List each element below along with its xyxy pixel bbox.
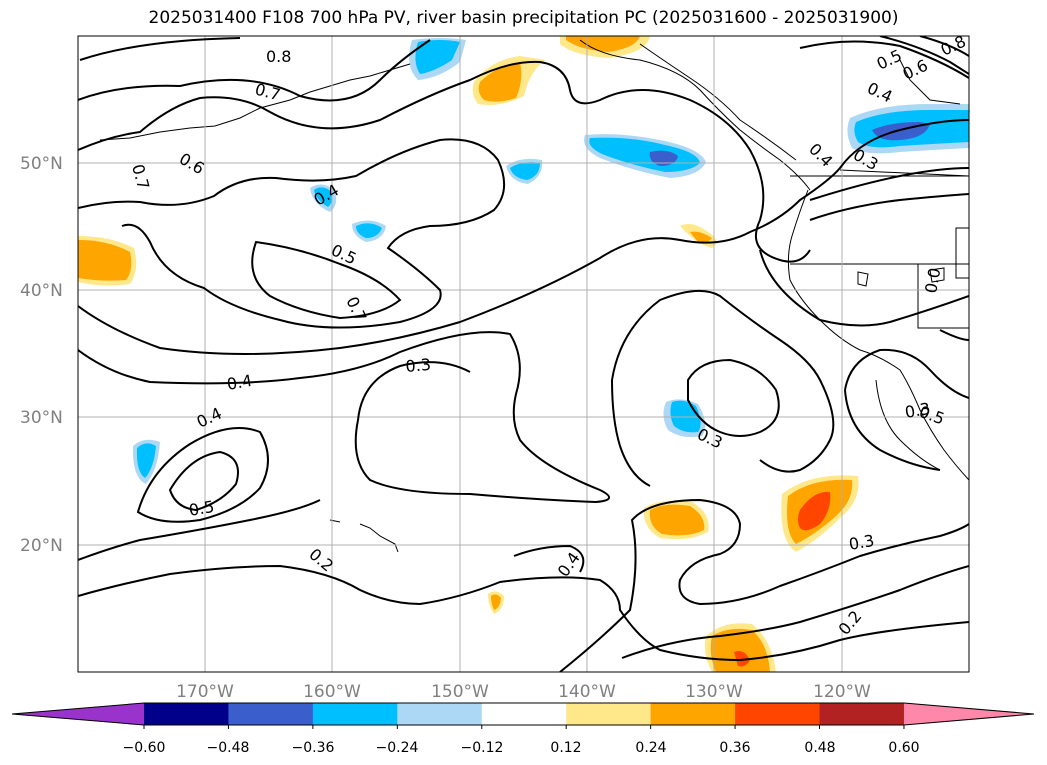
contour-label: 0.8 [266,47,291,66]
colorbar-segment [144,703,229,725]
colorbar-tick-label: 0.60 [888,740,919,756]
colorbar-extend-max [903,703,1034,725]
colorbar-segment [481,703,567,725]
colorbar [11,702,1035,729]
colorbar-tick-label: 0.12 [550,740,581,756]
colorbar-tick-label: 0.48 [804,740,835,756]
colorbar-tick-label: −0.24 [376,740,419,756]
lon-label: 150°W [431,682,489,702]
lat-label: 30°N [20,408,63,428]
colorbar-segment [735,703,821,725]
pv-contours [78,36,969,672]
longitude-labels: 170°W 160°W 150°W 140°W 130°W 120°W [176,682,871,702]
contour-label: 0.3 [405,355,432,376]
lat-label: 50°N [20,154,63,174]
graticule [78,36,969,672]
colorbar-extend-min [12,703,144,725]
colorbar-segment [566,703,652,725]
map-title: 2025031400 F108 700 hPa PV, river basin … [148,8,899,28]
colorbar-tick-labels: −0.60 −0.48 −0.36 −0.24 −0.12 0.12 0.24 … [123,740,920,756]
lon-label: 170°W [176,682,234,702]
contour-label: 0.3 [847,531,875,554]
contour-label: 0.3 [903,399,931,422]
latitude-labels: 50°N 40°N 30°N 20°N [20,154,63,556]
lat-label: 40°N [20,281,63,301]
lon-label: 160°W [303,682,361,702]
colorbar-tick-label: 0.24 [635,740,666,756]
lat-label: 20°N [20,536,63,556]
colorbar-tick-label: −0.60 [123,740,166,756]
colorbar-segment [312,703,398,725]
colorbar-tick-label: −0.36 [292,740,335,756]
colorbar-tick-label: −0.12 [461,740,504,756]
contour-label: 0.5 [187,497,215,520]
colorbar-tick-label: −0.48 [207,740,250,756]
contour-label: 0.0 [921,266,944,294]
lon-label: 130°W [685,682,743,702]
colorbar-segment [650,703,736,725]
coastlines [99,39,969,553]
lon-label: 140°W [558,682,616,702]
colorbar-segment [819,703,905,725]
lon-label: 120°W [813,682,871,702]
map-frame [77,35,970,673]
colorbar-segment [228,703,314,725]
colorbar-tick-label: 0.36 [719,740,750,756]
contour-label: 0.4 [225,371,253,394]
precip-shading [78,36,969,672]
colorbar-segment [397,703,483,725]
